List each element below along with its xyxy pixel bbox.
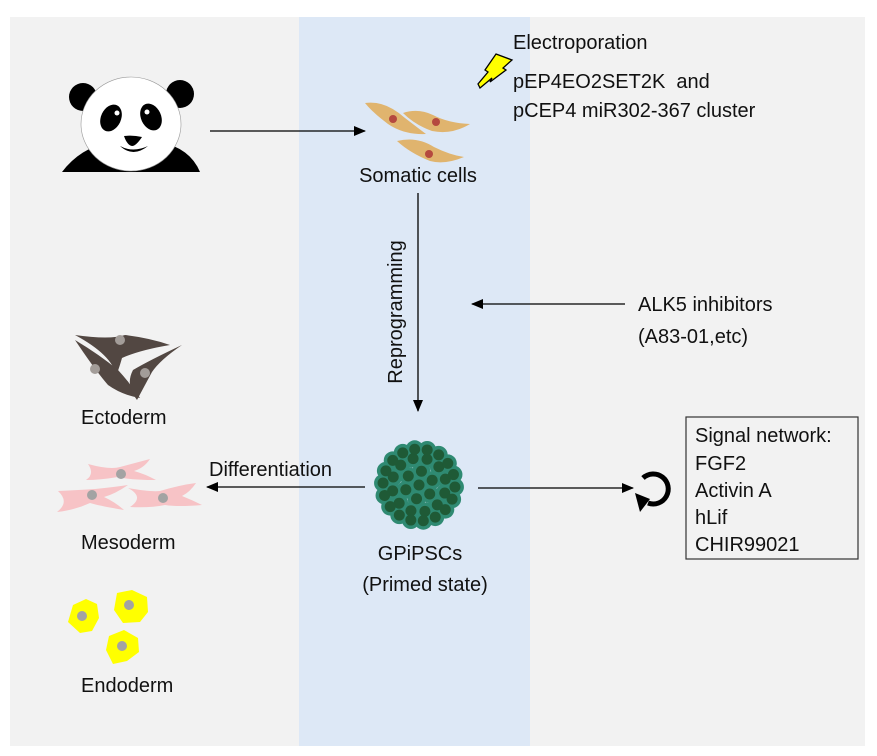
ipsc-nucleus [439,487,451,499]
ipsc-nucleus [387,471,399,483]
ipsc-nucleus [409,443,421,455]
ipsc-nucleus [413,479,425,491]
ipsc-nucleus [424,488,436,500]
ipsc-nucleus [380,465,392,477]
ipsc-nucleus [393,509,405,521]
ipsc-nucleus [421,453,433,465]
ipsc-nucleus [387,485,399,497]
ipsc-nucleus [429,511,441,523]
ipsc-nucleus [405,514,417,526]
signal-item: hLif [695,507,728,529]
ipsc-nucleus [426,474,438,486]
ipsc-nucleus [433,449,445,461]
ipsc-nucleus [442,457,454,469]
ipsc-nucleus [447,469,459,481]
reprogramming-label: Reprogramming [385,240,407,383]
signal-item: FGF2 [695,453,746,475]
ipsc-nucleus [400,484,412,496]
ipsc-nucleus [446,493,458,505]
differentiation-label: Differentiation [209,459,332,481]
plasmid-label-2: pCEP4 miR302-367 cluster [513,100,756,122]
signal-network-box [685,416,859,560]
ipsc-nucleus [387,454,399,466]
ipsc-nucleus [449,481,461,493]
ipsc-state-label: (Primed state) [362,574,488,596]
ipsc-nucleus [377,477,389,489]
ipsc-nucleus [384,501,396,513]
ipsc-nucleus [417,515,429,527]
mesoderm-cells-icon [57,459,202,512]
mesoderm-label: Mesoderm [81,532,175,554]
ipsc-nucleus [415,465,427,477]
signal-network-title: Signal network: [695,425,832,447]
ipsc-nucleus [405,505,417,517]
ipsc-nucleus [439,473,451,485]
ipsc-nucleus [439,504,451,516]
ipsc-nucleus [393,497,405,509]
ipsc-label: GPiPSCs [378,543,462,565]
ipsc-nucleus [419,505,431,517]
highlight-band [299,17,530,746]
ipsc-nucleus [421,444,433,456]
alk5-label-2: (A83-01,etc) [638,326,748,348]
ipsc-nucleus [411,493,423,505]
ipsc-colony-icon [374,440,464,530]
plasmid-label-1: pEP4EO2SET2K and [513,71,710,93]
lightning-bolt-icon [477,53,514,90]
somatic-cells-icon [365,102,470,163]
ectoderm-cells-icon [75,335,182,400]
ipsc-nucleus [402,470,414,482]
endoderm-label: Endoderm [81,675,173,697]
alk5-label-1: ALK5 inhibitors [638,294,773,316]
ipsc-nucleus [431,499,443,511]
endoderm-cells-icon [68,590,148,664]
signal-item: CHIR99021 [695,534,800,556]
electroporation-label: Electroporation [513,32,648,54]
signal-item: Activin A [695,480,772,502]
ipsc-nucleus [433,461,445,473]
ipsc-nucleus [379,489,391,501]
ipsc-nucleus [397,447,409,459]
self-renewal-cycle-icon [635,471,671,512]
ipsc-nucleus [407,453,419,465]
ectoderm-label: Ectoderm [81,407,167,429]
ipsc-nucleus [395,459,407,471]
somatic-cells-label: Somatic cells [359,165,477,187]
panda-icon [62,76,200,172]
